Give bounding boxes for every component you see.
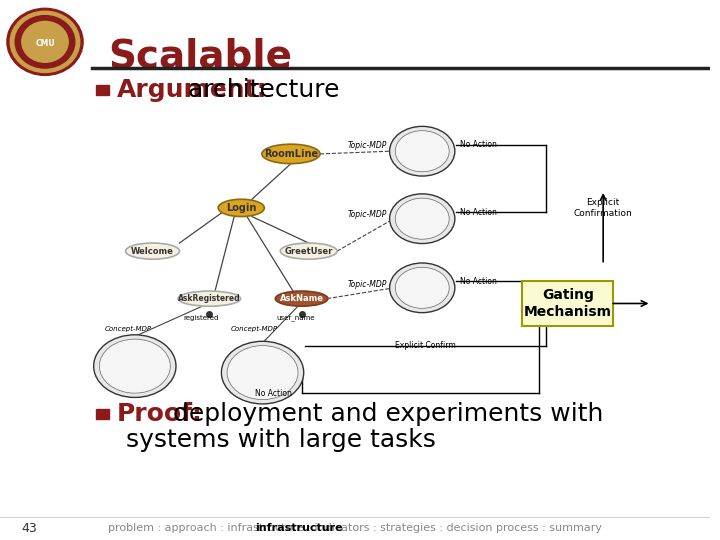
Circle shape	[221, 341, 304, 404]
Text: infrastructure: infrastructure	[255, 523, 343, 533]
Circle shape	[7, 8, 83, 76]
Ellipse shape	[262, 144, 320, 164]
Bar	[96, 409, 109, 419]
Text: No Action: No Action	[460, 208, 497, 217]
Text: Argument:: Argument:	[117, 78, 268, 102]
Circle shape	[395, 198, 449, 239]
Text: Gating
Mechanism: Gating Mechanism	[523, 288, 612, 319]
Ellipse shape	[125, 243, 179, 259]
Text: CMU: CMU	[35, 39, 55, 48]
Text: AskRegistered: AskRegistered	[178, 294, 240, 303]
Circle shape	[99, 339, 171, 393]
Text: user_name: user_name	[276, 315, 315, 321]
Text: Proof:: Proof:	[117, 402, 203, 426]
Text: RoomLine: RoomLine	[264, 149, 318, 159]
Circle shape	[390, 263, 455, 313]
Ellipse shape	[275, 291, 328, 306]
Circle shape	[390, 194, 455, 244]
Text: systems with large tasks: systems with large tasks	[125, 428, 436, 451]
Text: registered: registered	[183, 315, 218, 321]
Ellipse shape	[218, 199, 264, 217]
Text: Explicit
Confirmation: Explicit Confirmation	[574, 198, 633, 218]
Text: Topic-MDP: Topic-MDP	[348, 280, 387, 288]
Circle shape	[390, 126, 455, 176]
Circle shape	[15, 16, 75, 68]
Text: Scalable: Scalable	[108, 38, 292, 76]
Text: problem : approach : infrastructure : indicators : strategies : decision process: problem : approach : infrastructure : in…	[108, 523, 602, 533]
Text: AskName: AskName	[279, 294, 323, 303]
Text: 43: 43	[22, 522, 37, 535]
Text: Topic-MDP: Topic-MDP	[348, 211, 387, 219]
Text: No Action: No Action	[460, 277, 497, 286]
Text: Concept-MDP: Concept-MDP	[230, 326, 278, 333]
Text: Welcome: Welcome	[131, 247, 174, 255]
Circle shape	[94, 335, 176, 397]
Ellipse shape	[280, 243, 337, 259]
Circle shape	[22, 22, 68, 62]
Text: Login: Login	[226, 203, 256, 213]
Text: Concept-MDP: Concept-MDP	[105, 326, 152, 333]
Text: Topic-MDP: Topic-MDP	[348, 141, 387, 150]
Text: architecture: architecture	[179, 78, 339, 102]
Bar	[96, 85, 109, 95]
Text: Explicit Confirm: Explicit Confirm	[395, 341, 456, 350]
FancyBboxPatch shape	[522, 281, 613, 326]
Text: GreetUser: GreetUser	[284, 247, 333, 255]
Text: No Action: No Action	[460, 140, 497, 149]
Circle shape	[395, 267, 449, 308]
Circle shape	[10, 11, 80, 72]
Text: No Action: No Action	[256, 389, 292, 397]
Ellipse shape	[178, 291, 240, 306]
Circle shape	[395, 131, 449, 172]
Circle shape	[227, 346, 298, 400]
Text: deployment and experiments with: deployment and experiments with	[166, 402, 603, 426]
